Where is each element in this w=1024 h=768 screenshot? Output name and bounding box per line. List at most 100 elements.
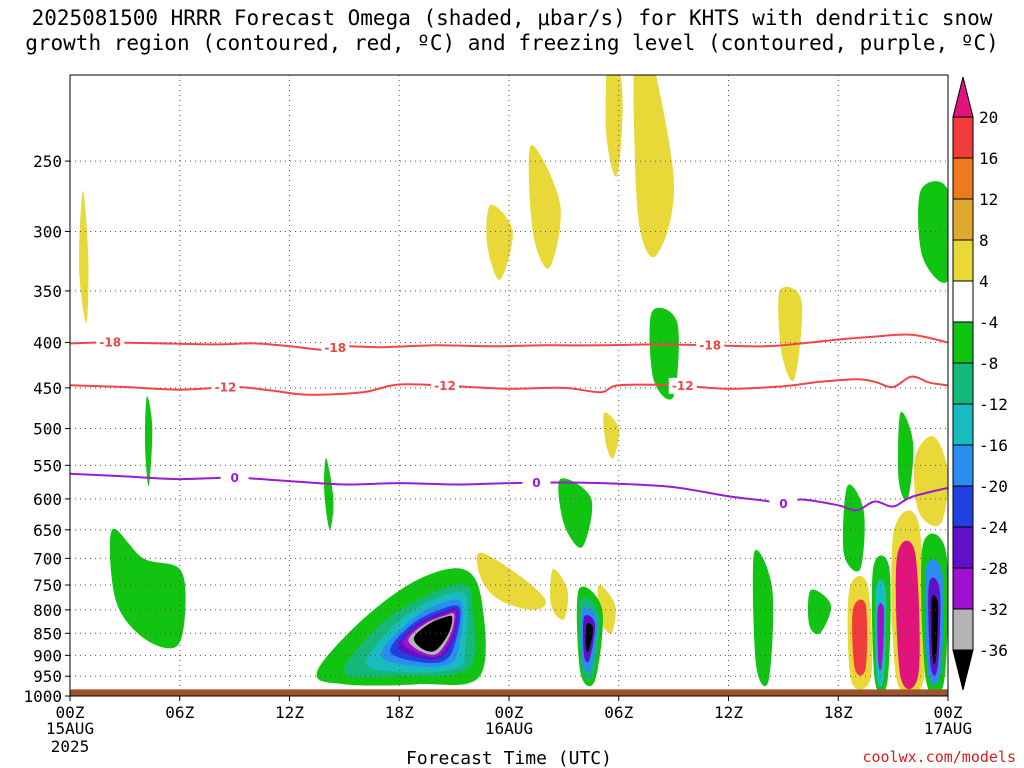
y-tick-label-4: 450 [33,379,62,398]
y-tick-label-5: 500 [33,420,62,439]
omega-region-29 [585,622,594,653]
omega-region-34 [914,435,948,527]
contour-label-bg-1-2 [668,377,697,394]
y-tick-label-10: 750 [33,576,62,595]
x-tick-label-0: 00Z [56,703,85,722]
omega-region-4 [528,144,561,269]
x-tick-label-5: 06Z [604,703,633,722]
colorbar-label-7: -12 [979,395,1008,414]
y-tick-label-12: 850 [33,624,62,643]
colorbar-label-8: -16 [979,436,1008,455]
y-tick-label-3: 400 [33,333,62,352]
contour-line-1 [70,375,948,396]
omega-region-45 [931,595,939,665]
colorbar-segment-0 [952,116,974,159]
omega-region-2 [633,75,675,258]
title-line-1: 2025081500 HRRR Forecast Omega (shaded, … [31,6,993,30]
colorbar-label-2: 12 [979,190,998,209]
x-tick-date-4: 16AUG [485,719,533,738]
colorbar-label-13: -36 [979,641,1008,660]
colorbar-segment-1 [952,157,974,200]
y-tick-label-14: 950 [33,667,62,686]
colorbar-segment-10 [952,526,974,569]
omega-region-3 [486,204,513,280]
colorbar-segment-4 [952,280,974,323]
contour-label-2-1: 0 [532,476,540,490]
colorbar-bottom-arrow [952,649,974,691]
title-line-2: growth region (contoured, red, ºC) and f… [25,31,999,55]
colorbar-segment-11 [952,567,974,610]
y-tick-label-9: 700 [33,549,62,568]
contour-label-bg-1-0 [211,379,240,396]
contour-label-2-0: 0 [230,471,238,485]
y-tick-label-13: 900 [33,646,62,665]
x-tick-date-0: 15AUG [46,719,94,738]
chart-title: 2025081500 HRRR Forecast Omega (shaded, … [0,6,1024,56]
omega-region-31 [807,589,832,635]
contour-label-bg-2-0 [220,469,249,486]
contour-label-1-0: -12 [215,380,237,394]
colorbar-segment-9 [952,485,974,528]
omega-region-11 [109,528,186,649]
colorbar-label-9: -20 [979,477,1008,496]
omega-region-24 [558,478,593,548]
omega-region-36 [852,599,868,676]
x-tick-label-8: 00Z [934,703,963,722]
colorbar-label-10: -24 [979,518,1008,537]
colorbar-label-3: 8 [979,231,989,250]
contour-label-bg-1-1 [430,377,459,394]
y-tick-label-6: 550 [33,456,62,475]
x-tick-label-4: 00Z [495,703,524,722]
colorbar-top-arrow [952,76,974,118]
omega-region-41 [877,603,885,671]
omega-region-8 [324,458,334,530]
x-tick-date-8: 17AUG [924,719,972,738]
omega-region-7 [144,396,153,486]
contour-label-0-2: -18 [699,338,721,352]
contour-label-bg-0-0 [96,334,125,351]
colorbar-segment-2 [952,198,974,241]
x-tick-label-7: 18Z [824,703,853,722]
colorbar-label-11: -28 [979,559,1008,578]
omega-region-32 [842,484,865,572]
colorbar-segment-7 [952,403,974,446]
x-axis-title: Forecast Time (UTC) [406,748,612,768]
omega-region-22 [550,568,569,620]
colorbar-label-4: 4 [979,272,989,291]
omega-region-5 [778,286,803,382]
contour-label-0-0: -18 [99,336,121,350]
y-tick-label-11: 800 [33,601,62,620]
omega-region-21 [476,552,547,610]
colorbar-label-12: -32 [979,600,1008,619]
x-tick-label-2: 12Z [275,703,304,722]
omega-region-33 [898,411,914,501]
credit-text: coolwx.com/models [862,748,1016,766]
contour-label-1-1: -12 [434,379,456,393]
contour-line-2 [70,472,948,512]
y-tick-label-7: 600 [33,490,62,509]
x-tick-label-1: 06Z [165,703,194,722]
colorbar-label-0: 20 [979,108,998,127]
contour-label-bg-0-2 [696,337,725,354]
omega-region-9 [649,307,679,400]
y-tick-label-1: 300 [33,222,62,241]
contour-label-bg-2-2 [769,496,798,513]
contour-label-1-2: -12 [672,379,694,393]
omega-region-0 [79,190,89,323]
omega-region-10 [918,181,948,283]
y-tick-label-0: 250 [33,152,62,171]
y-tick-label-2: 350 [33,282,62,301]
omega-region-30 [752,549,774,687]
contour-label-0-1: -18 [324,341,346,355]
contour-label-2-2: 0 [779,497,787,511]
colorbar-segment-8 [952,444,974,487]
colorbar-segment-3 [952,239,974,282]
x-tick-year-0: 2025 [51,737,90,756]
omega-region-38 [895,540,920,690]
colorbar-label-1: 16 [979,149,998,168]
x-tick-label-6: 12Z [714,703,743,722]
omega-region-6 [603,412,620,459]
colorbar-label-5: -4 [979,313,998,332]
y-tick-label-8: 650 [33,521,62,540]
